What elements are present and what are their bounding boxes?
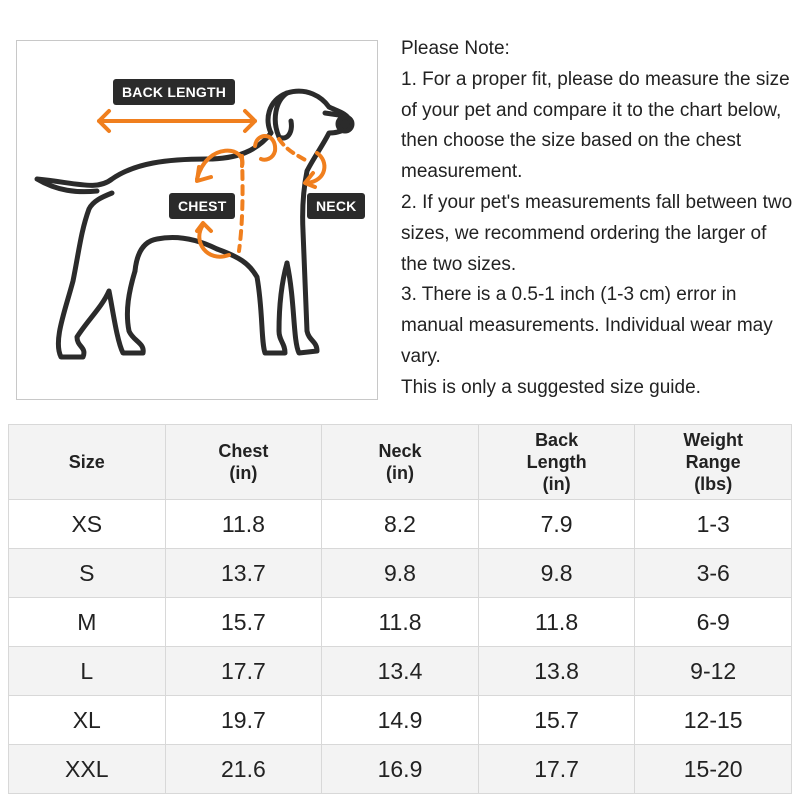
column-header: Chest (in)	[164, 424, 323, 500]
sizing-notes: Please Note: 1. For a proper fit, please…	[401, 34, 796, 404]
table-cell: 13.8	[477, 646, 636, 696]
column-header-line: (in)	[542, 474, 571, 494]
note-item: 1. For a proper fit, please do measure t…	[401, 68, 790, 183]
size-chart-table: Size Chest (in) Neck (in) Back Length (in) Weigh…	[8, 424, 792, 794]
table-cell: 11.8	[477, 597, 636, 647]
column-header-line: Length	[526, 452, 587, 472]
table-row: L 17.7 13.4 13.8 9-12	[8, 646, 792, 696]
column-header: Back Length (in)	[477, 424, 636, 500]
table-cell: 9.8	[477, 548, 636, 598]
table-cell: 6-9	[634, 597, 792, 647]
table-row: M 15.7 11.8 11.8 6-9	[8, 597, 792, 647]
table-cell: 15.7	[164, 597, 323, 647]
column-header: Size	[8, 424, 166, 500]
column-header-line: Size	[68, 452, 105, 472]
chest-label: CHEST	[169, 193, 236, 219]
neck-label: NECK	[307, 193, 366, 219]
table-cell: 12-15	[634, 695, 792, 745]
column-header-line: (in)	[385, 463, 414, 483]
table-cell: S	[8, 548, 166, 598]
column-header-line: (in)	[229, 463, 258, 483]
table-cell: 19.7	[164, 695, 323, 745]
table-cell: 7.9	[477, 499, 636, 549]
column-header-line: Weight	[683, 430, 744, 450]
table-cell: 11.8	[164, 499, 323, 549]
table-cell: 15.7	[477, 695, 636, 745]
note-footer: This is only a suggested size guide.	[401, 376, 701, 398]
column-header-line: Range	[685, 452, 741, 472]
table-cell: XS	[8, 499, 166, 549]
table-cell: M	[8, 597, 166, 647]
table-cell: 13.7	[164, 548, 323, 598]
table-cell: 11.8	[321, 597, 479, 647]
table-cell: 17.7	[164, 646, 323, 696]
back-length-label: BACK LENGTH	[113, 79, 236, 105]
table-row: XS 11.8 8.2 7.9 1-3	[8, 499, 792, 549]
table-cell: 15-20	[634, 744, 792, 794]
table-cell: 1-3	[634, 499, 792, 549]
table-cell: XXL	[8, 744, 166, 794]
table-cell: 14.9	[321, 695, 479, 745]
table-row: S 13.7 9.8 9.8 3-6	[8, 548, 792, 598]
table-cell: 21.6	[164, 744, 323, 794]
table-cell: 8.2	[321, 499, 479, 549]
table-cell: 17.7	[477, 744, 636, 794]
note-heading: Please Note:	[401, 38, 510, 59]
table-cell: 16.9	[321, 744, 479, 794]
column-header-line: Chest	[218, 441, 269, 461]
table-cell: 9-12	[634, 646, 792, 696]
table-cell: 3-6	[634, 548, 792, 598]
table-cell: 9.8	[321, 548, 479, 598]
note-item: 2. If your pet's measurements fall betwe…	[401, 191, 793, 275]
dog-measurement-illustration: BACK LENGTH CHEST NECK	[16, 40, 378, 400]
table-row: XXL 21.6 16.9 17.7 15-20	[8, 744, 792, 794]
table-cell: 13.4	[321, 646, 479, 696]
dog-outline-icon	[34, 88, 355, 360]
table-cell: L	[8, 646, 166, 696]
column-header: Weight Range (lbs)	[634, 424, 792, 500]
column-header-line: (lbs)	[694, 474, 733, 494]
column-header-line: Neck	[378, 441, 422, 461]
table-header-row: Size Chest (in) Neck (in) Back Length (in) Weigh…	[8, 424, 792, 500]
table-cell: XL	[8, 695, 166, 745]
table-row: XL 19.7 14.9 15.7 12-15	[8, 695, 792, 745]
note-item: 3. There is a 0.5-1 inch (1-3 cm) error …	[401, 284, 773, 367]
column-header: Neck (in)	[321, 424, 479, 500]
column-header-line: Back	[535, 430, 579, 450]
